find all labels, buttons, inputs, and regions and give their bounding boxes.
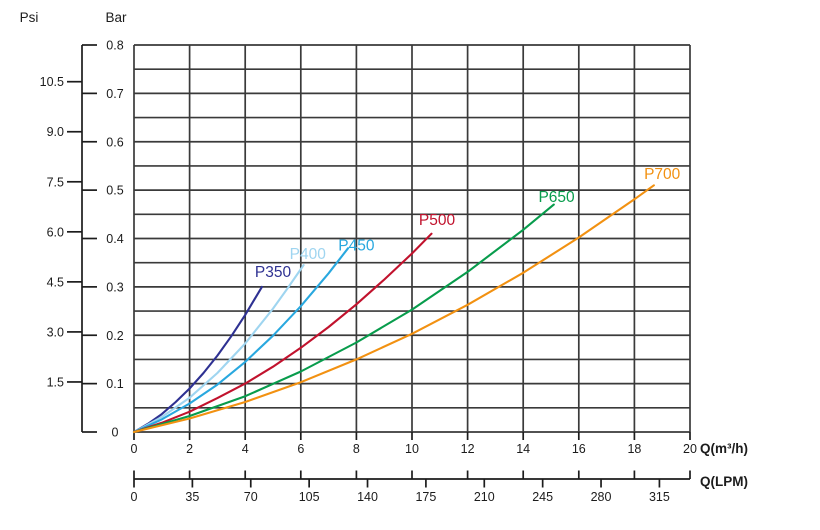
psi-tick-label: 7.5 [47,175,64,189]
psi-tick-label: 1.5 [47,375,64,389]
bar-tick-label: 0.1 [106,377,123,391]
m3h-tick-label: 2 [186,442,193,456]
m3h-tick-label: 6 [297,442,304,456]
series-P450: P450 [132,237,375,434]
bar-tick-label: 0.4 [106,232,123,246]
curve-label-P350: P350 [255,264,292,281]
curve-label-P500: P500 [419,212,456,229]
curve-label-P700: P700 [644,166,681,183]
psi-axis-title: Psi [20,10,39,25]
chart-render-root: 10.5 9.0 7.5 6.0 4.5 3.0 1.5 0.8 0.7 0.6 0.5 0.4 0.3… [40,39,697,505]
bar-tick-label: 0 [112,426,119,440]
curve-P350 [132,285,263,434]
m3h-tick-label: 18 [627,442,641,456]
lpm-tick-label: 70 [244,490,258,504]
curve-label-P650: P650 [538,189,575,206]
lpm-tick-label: 280 [591,490,612,504]
x-axis-title-lpm: Q(LPM) [700,474,748,489]
curve-P400 [132,264,305,434]
psi-tick-label: 4.5 [47,275,64,289]
series-P350: P350 [132,264,292,434]
bar-tick-label: 0.7 [106,87,123,101]
x-axis-title-m3h: Q(m³/h) [700,441,748,456]
lpm-tick-label: 0 [131,490,138,504]
series-P400: P400 [132,246,327,434]
series-P650: P650 [132,189,575,434]
m3h-tick-label: 10 [405,442,419,456]
bar-tick-label: 0.3 [106,280,123,294]
lpm-tick-label: 210 [474,490,495,504]
m3h-tick-label: 0 [131,442,138,456]
curve-P650 [132,203,555,434]
series-P700: P700 [132,166,681,434]
lpm-tick-label: 245 [532,490,553,504]
psi-tick-label: 3.0 [47,325,64,339]
grid-lines [133,44,691,433]
m3h-tick-label: 8 [353,442,360,456]
psi-tick-label: 6.0 [47,225,64,239]
m3h-tick-label: 16 [572,442,586,456]
lpm-tick-label: 35 [185,490,199,504]
m3h-tick-label: 4 [242,442,249,456]
lpm-tick-label: 175 [415,490,436,504]
psi-tick-label: 9.0 [47,125,64,139]
x-axis-lpm: 0 35 70 105 140 175 210 245 280 315 [131,470,691,504]
bar-tick-label: 0.6 [106,135,123,149]
x-axis-m3h: 0 2 4 6 8 10 12 14 16 18 20 [131,432,697,456]
bar-axis-title: Bar [105,10,127,25]
curve-label-P450: P450 [338,237,375,254]
m3h-tick-label: 20 [683,442,697,456]
curve-P450 [132,247,350,434]
m3h-tick-label: 12 [461,442,475,456]
curve-P700 [132,184,655,434]
curve-label-P400: P400 [290,246,327,263]
series-P500: P500 [132,212,456,434]
bar-axis: 0.8 0.7 0.6 0.5 0.4 0.3 0.2 0.1 0 [82,39,124,440]
curve-P500 [132,232,433,434]
bar-tick-label: 0.2 [106,329,123,343]
psi-tick-label: 10.5 [40,75,64,89]
lpm-tick-label: 105 [299,490,320,504]
bar-tick-label: 0.5 [106,184,123,198]
m3h-tick-label: 14 [516,442,530,456]
lpm-tick-label: 315 [649,490,670,504]
bar-tick-label: 0.8 [106,39,123,53]
psi-axis: 10.5 9.0 7.5 6.0 4.5 3.0 1.5 [40,45,83,432]
lpm-tick-label: 140 [357,490,378,504]
